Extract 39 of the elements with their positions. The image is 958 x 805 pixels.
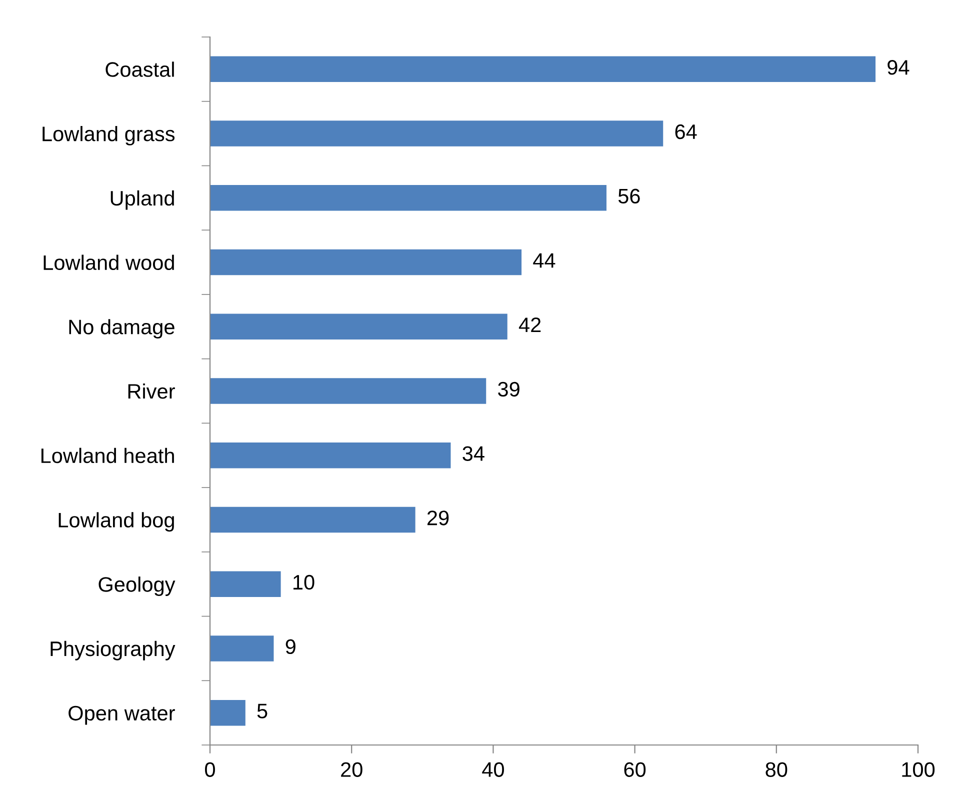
data-label: 34 xyxy=(462,446,484,461)
bar xyxy=(210,185,606,211)
x-tick-label: 100 xyxy=(902,762,935,777)
data-label: 64 xyxy=(675,124,697,140)
y-tick-label: Geology xyxy=(98,576,176,596)
bar xyxy=(210,442,451,468)
y-tick-label: Lowland wood xyxy=(44,254,174,270)
y-tick-label: Lowland bog xyxy=(58,512,174,532)
bar xyxy=(210,700,246,726)
data-label: 10 xyxy=(294,574,314,590)
x-tick-label: 60 xyxy=(624,762,646,777)
bar xyxy=(210,56,876,82)
y-tick-label: Physiography xyxy=(50,640,176,660)
data-label: 29 xyxy=(427,510,449,526)
x-tick-label: 80 xyxy=(766,762,788,777)
x-tick-label: 40 xyxy=(482,762,504,777)
y-tick-label: No damage xyxy=(69,319,174,339)
bar xyxy=(210,314,508,340)
y-tick-label: Lowland grass xyxy=(42,126,175,146)
y-tick-label: Lowland heath xyxy=(41,448,174,464)
y-tick-label: Coastal xyxy=(106,62,174,77)
data-label: 42 xyxy=(518,317,541,332)
bar xyxy=(210,120,664,146)
bar xyxy=(210,571,281,597)
x-tick-label: 0 xyxy=(205,762,215,777)
y-tick-label: River xyxy=(128,383,175,399)
data-label: 39 xyxy=(498,382,520,397)
data-label: 44 xyxy=(533,253,556,268)
data-label: 94 xyxy=(888,60,910,75)
y-tick-label: Open water xyxy=(68,706,175,725)
bar xyxy=(210,378,486,404)
data-label: 5 xyxy=(257,704,268,718)
bar xyxy=(210,506,416,533)
data-label: 56 xyxy=(618,188,640,204)
x-tick-label: 20 xyxy=(341,762,362,777)
bar xyxy=(210,249,522,276)
data-label: 9 xyxy=(286,639,296,654)
y-tick-label: Upland xyxy=(110,190,174,210)
bar xyxy=(210,636,274,662)
